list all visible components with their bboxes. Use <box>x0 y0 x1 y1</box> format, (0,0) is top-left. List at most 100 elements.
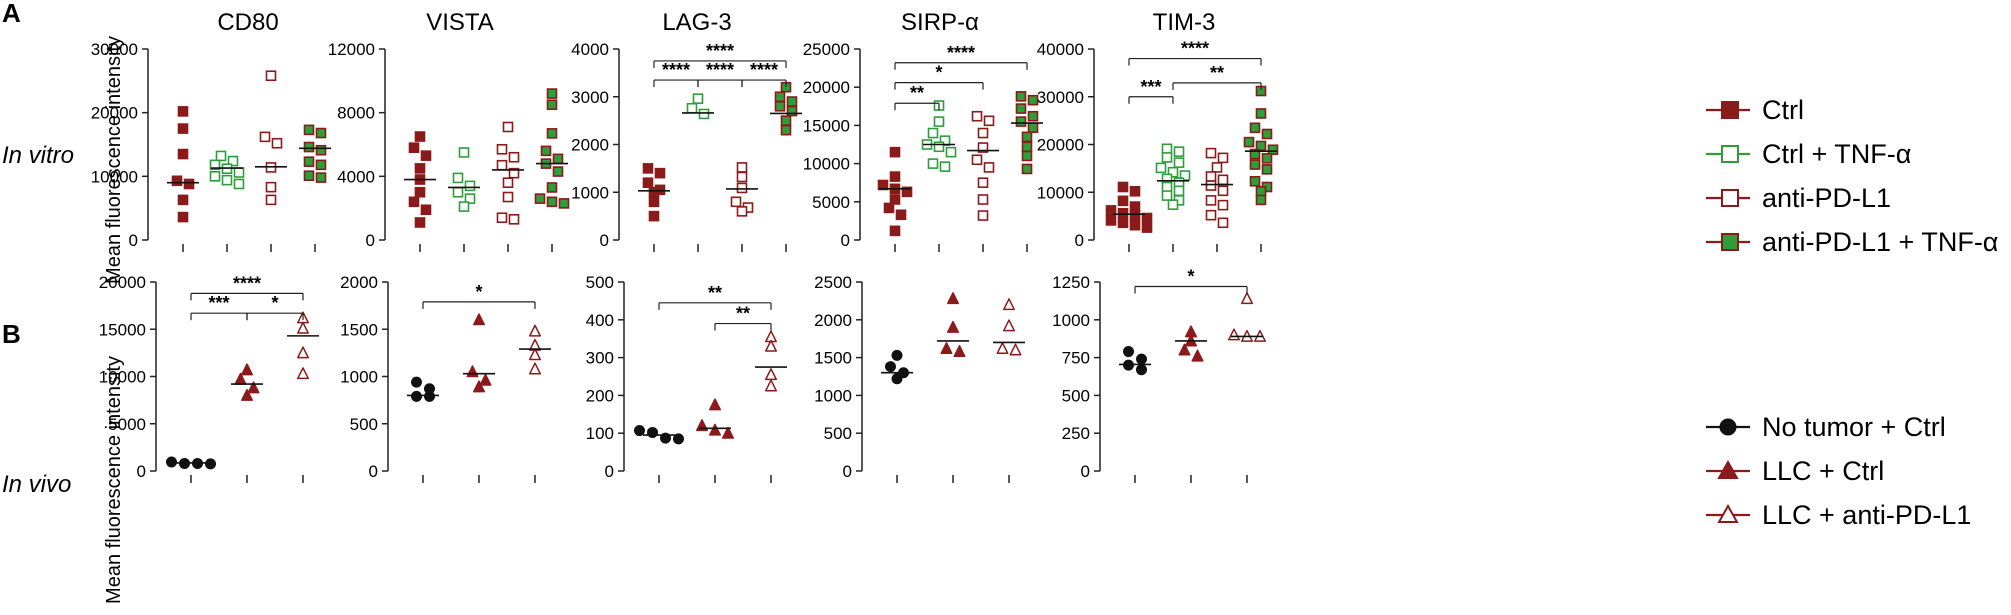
data-point <box>971 154 983 166</box>
data-point <box>1205 147 1217 159</box>
data-point <box>546 128 558 139</box>
plot-in-vivo-3: 0 100 200 300 400 500 ** ** <box>586 273 787 483</box>
data-point <box>1167 199 1179 210</box>
data-point <box>315 144 327 156</box>
data-point <box>540 145 552 157</box>
legend-marker <box>1717 459 1739 479</box>
y-tick-label: 0 <box>841 231 850 250</box>
data-point <box>408 196 420 208</box>
legend-in-vitro: Ctrl Ctrl + TNF-α anti-PD-L1 anti-PD-L1 + T… <box>1706 95 1998 257</box>
data-point <box>1217 152 1229 164</box>
significance-label: * <box>475 282 482 302</box>
y-tick-label: 1500 <box>340 320 378 339</box>
data-point <box>736 171 748 183</box>
y-tick-label: 0 <box>129 231 138 250</box>
legend-item: anti-PD-L1 <box>1706 183 1891 213</box>
data-point <box>452 172 464 184</box>
data-point <box>1003 298 1015 311</box>
data-point <box>1003 319 1015 332</box>
data-point <box>1021 163 1033 175</box>
data-point <box>1136 353 1147 365</box>
legend-item: Ctrl + TNF-α <box>1706 139 1911 169</box>
plot-title: TIM-3 <box>1153 9 1216 36</box>
y-axis-label-row-a: Mean fluorescence intensity <box>103 36 125 284</box>
data-point <box>271 137 283 149</box>
data-point <box>420 204 432 216</box>
data-point <box>508 151 520 163</box>
data-point <box>464 193 476 204</box>
y-tick-label: 1000 <box>571 183 609 202</box>
data-point <box>977 177 989 188</box>
significance-label: **** <box>662 60 690 80</box>
legend-marker <box>1721 233 1739 251</box>
significance-label: ** <box>708 283 722 303</box>
legend-marker <box>1721 189 1739 207</box>
data-point <box>171 175 183 187</box>
data-point <box>529 348 541 361</box>
plot-in-vivo-2: 0 500 1000 1500 2000 * <box>340 273 551 483</box>
plot-in-vivo-5: 0 250 500 750 1000 1250 * <box>1052 267 1266 483</box>
data-point <box>297 367 309 380</box>
y-tick-label: 0 <box>1075 231 1084 250</box>
data-point <box>1267 144 1279 156</box>
data-point <box>983 162 995 173</box>
data-point <box>1129 201 1141 212</box>
legend-label: LLC + Ctrl <box>1762 456 1884 486</box>
data-point <box>642 177 654 188</box>
data-point <box>647 426 658 438</box>
data-point <box>420 150 432 161</box>
data-point <box>774 101 786 112</box>
data-point <box>233 167 245 178</box>
y-tick-label: 5000 <box>108 415 146 434</box>
legend-label: No tumor + Ctrl <box>1762 412 1946 442</box>
data-point <box>265 181 277 193</box>
data-point <box>496 159 508 171</box>
legend-marker <box>1721 101 1739 119</box>
data-point <box>1261 153 1273 164</box>
data-point <box>1261 128 1273 140</box>
data-point <box>642 163 654 174</box>
legend-label: Ctrl <box>1762 95 1804 125</box>
data-point <box>945 146 957 158</box>
data-point <box>552 153 564 165</box>
data-point <box>977 127 989 139</box>
data-point <box>953 345 966 358</box>
data-point <box>971 110 983 122</box>
data-point <box>996 342 1009 355</box>
legend-item: LLC + Ctrl <box>1706 456 1884 486</box>
data-point <box>1009 343 1022 356</box>
y-tick-label: 2000 <box>340 273 378 292</box>
significance-label: **** <box>750 60 778 80</box>
y-tick-label: 0 <box>605 462 614 481</box>
data-point <box>464 180 476 192</box>
data-point <box>1129 210 1141 221</box>
data-point <box>1117 207 1129 219</box>
data-point <box>901 186 913 198</box>
y-tick-label: 2000 <box>814 311 852 330</box>
data-point <box>1191 349 1204 362</box>
data-point <box>303 156 315 167</box>
data-point <box>1129 219 1141 231</box>
legend-item: LLC + anti-PD-L1 <box>1706 500 1971 530</box>
data-point <box>1217 217 1229 229</box>
y-tick-label: 200 <box>586 386 614 405</box>
data-point <box>265 194 277 206</box>
data-point <box>408 142 420 153</box>
data-point <box>177 123 189 134</box>
legend-marker <box>1721 145 1739 163</box>
data-point <box>1015 116 1027 127</box>
data-point <box>1015 103 1027 114</box>
y-tick-label: 0 <box>843 462 852 481</box>
data-point <box>508 214 520 225</box>
y-tick-label: 5000 <box>812 193 850 212</box>
data-point <box>534 193 546 204</box>
y-tick-label: 1000 <box>340 368 378 387</box>
data-point <box>529 324 541 337</box>
data-point <box>648 196 660 208</box>
data-point <box>885 361 896 373</box>
data-point <box>709 398 721 411</box>
panel-letter-a: A <box>2 0 21 28</box>
data-point <box>1027 94 1039 106</box>
